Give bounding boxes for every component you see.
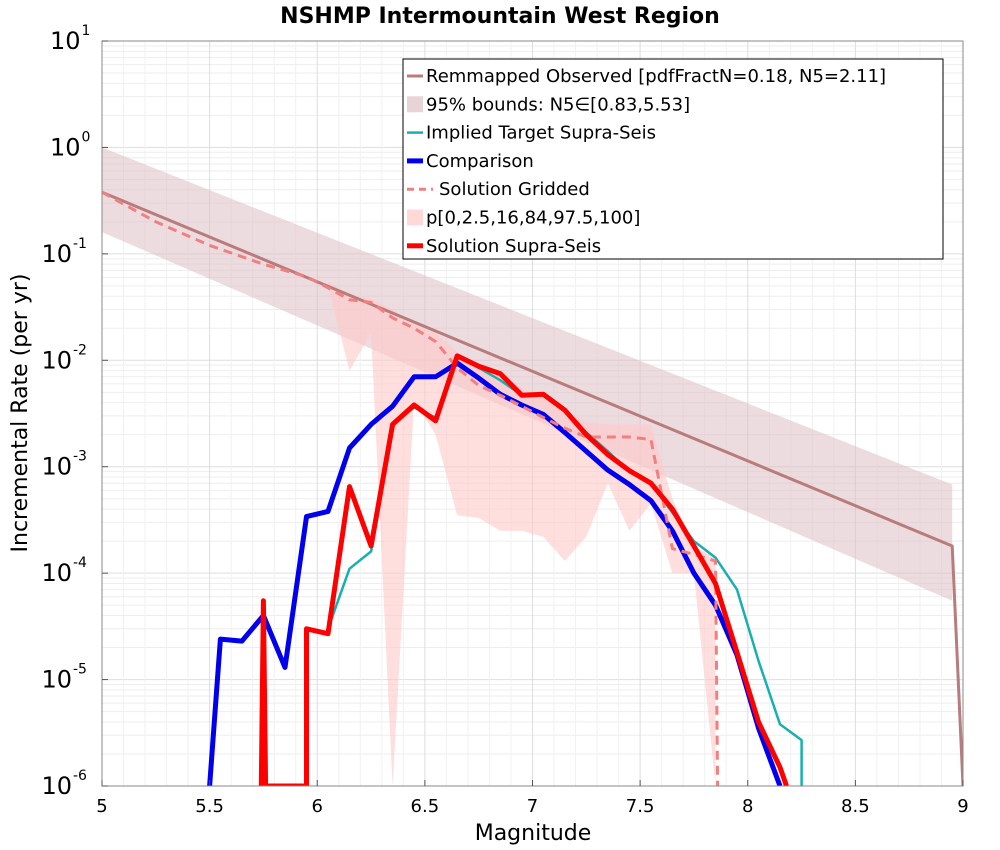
- x-tick-label: 9: [957, 796, 968, 817]
- legend-swatch: [407, 96, 423, 113]
- y-tick-exponent: 1: [82, 23, 91, 39]
- y-tick-base: 10: [41, 559, 72, 587]
- x-tick-label: 6: [312, 796, 323, 817]
- legend-label: 95% bounds: N5∈[0.83,5.53]: [426, 94, 690, 115]
- y-tick-exponent: -2: [73, 342, 87, 358]
- y-tick-exponent: 0: [82, 129, 91, 145]
- y-tick-base: 10: [50, 27, 81, 55]
- series-95-bounds-n5-0-83-5-53: [102, 147, 953, 601]
- series-solution-supra-seis: [258, 353, 789, 786]
- chart-title: NSHMP Intermountain West Region: [280, 4, 720, 29]
- y-tick-label: 10 0: [50, 129, 90, 161]
- x-tick-label: 8.5: [841, 796, 870, 817]
- legend-items: Remmapped Observed [pdfFractN=0.18, N5=2…: [407, 66, 886, 257]
- y-tick-label: 10 -5: [41, 662, 87, 694]
- legend-item: Comparison: [407, 151, 534, 172]
- x-tick-label: 5.5: [195, 796, 224, 817]
- legend-item: Remmapped Observed [pdfFractN=0.18, N5=2…: [407, 66, 886, 87]
- legend-swatch: [407, 209, 423, 226]
- y-tick-label: 10 -2: [41, 342, 87, 374]
- y-tick-exponent: -1: [73, 236, 87, 252]
- legend-item: p[0,2.5,16,84,97.5,100]: [407, 208, 640, 229]
- legend-label: Implied Target Supra-Seis: [426, 123, 656, 144]
- y-tick-label: 10 -4: [41, 555, 87, 587]
- y-tick-label: 10 -1: [41, 236, 87, 268]
- legend-box: [402, 58, 944, 260]
- tick-layer: 5 5.5 6 6.5 7 7.5 8 8.5 910 110 010 -110 -210 -310 -41…: [41, 23, 968, 817]
- y-tick-label: 10 1: [50, 23, 90, 55]
- y-tick-exponent: -6: [73, 768, 87, 784]
- legend-item: Implied Target Supra-Seis: [407, 123, 656, 144]
- legend-label: Remmapped Observed [pdfFractN=0.18, N5=2…: [426, 66, 886, 87]
- x-tick-label: 7.5: [626, 796, 655, 817]
- x-axis-label: Magnitude: [475, 821, 592, 846]
- series-group: [102, 147, 963, 786]
- y-tick-exponent: -3: [73, 449, 87, 465]
- legend: Remmapped Observed [pdfFractN=0.18, N5=2…: [402, 58, 944, 260]
- y-tick-base: 10: [41, 453, 72, 481]
- legend-item: 95% bounds: N5∈[0.83,5.53]: [407, 94, 690, 115]
- x-tick-label: 8: [742, 796, 753, 817]
- series-layer: [102, 147, 963, 786]
- legend-label: Solution Supra-Seis: [426, 236, 601, 257]
- series-remmapped-observed-pdffractn-0: [102, 190, 963, 786]
- y-tick-exponent: -4: [73, 555, 87, 571]
- y-tick-base: 10: [41, 666, 72, 694]
- y-tick-base: 10: [50, 133, 81, 161]
- y-axis-label: Incremental Rate (per yr): [8, 274, 33, 553]
- y-tick-label: 10 -3: [41, 449, 87, 481]
- legend-item: Solution Supra-Seis: [407, 236, 601, 257]
- legend-label: Solution Gridded: [439, 179, 590, 200]
- x-tick-label: 7: [527, 796, 538, 817]
- y-tick-base: 10: [41, 772, 72, 800]
- legend-label: Comparison: [426, 151, 534, 172]
- y-tick-base: 10: [41, 240, 72, 268]
- y-tick-exponent: -5: [73, 662, 87, 678]
- legend-label: p[0,2.5,16,84,97.5,100]: [426, 208, 640, 229]
- series-p-0-2-5-16-84-97-5-100: [328, 281, 716, 786]
- x-tick-label: 6.5: [411, 796, 440, 817]
- x-tick-label: 5: [96, 796, 107, 817]
- y-tick-base: 10: [41, 346, 72, 374]
- legend-item: Solution Gridded: [407, 179, 590, 200]
- y-tick-label: 10 -6: [41, 768, 87, 800]
